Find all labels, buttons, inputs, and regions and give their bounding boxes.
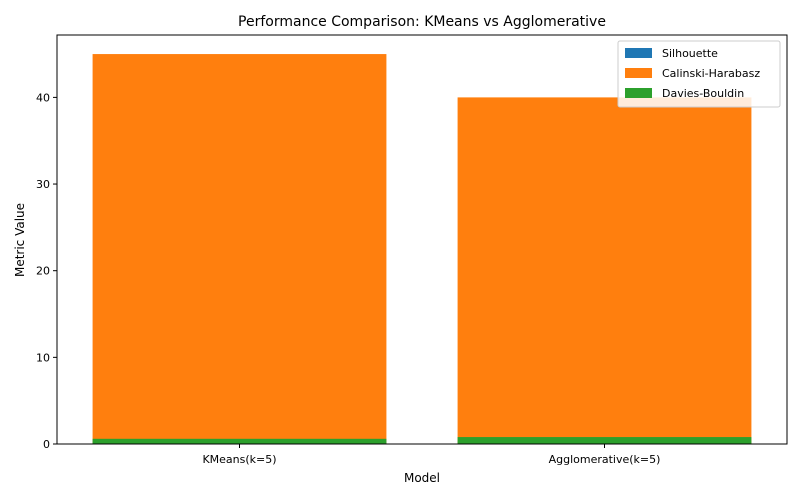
x-axis-label: Model bbox=[404, 471, 440, 485]
bar-davies-bouldin-1 bbox=[458, 437, 752, 444]
y-tick-label: 40 bbox=[36, 91, 50, 104]
bar-calinski-harabasz-1 bbox=[458, 97, 752, 444]
legend-label-calinski-harabasz: Calinski-Harabasz bbox=[662, 67, 760, 80]
legend-label-silhouette: Silhouette bbox=[662, 47, 718, 60]
y-tick-label: 0 bbox=[43, 438, 50, 451]
x-tick-label: KMeans(k=5) bbox=[202, 453, 276, 466]
x-axis: KMeans(k=5) Agglomerative(k=5) bbox=[202, 444, 660, 466]
legend-swatch-davies-bouldin bbox=[625, 88, 652, 98]
bars bbox=[93, 54, 752, 444]
y-tick-label: 10 bbox=[36, 351, 50, 364]
x-tick-label: Agglomerative(k=5) bbox=[549, 453, 661, 466]
bar-davies-bouldin-0 bbox=[93, 439, 387, 444]
legend-swatch-silhouette bbox=[625, 48, 652, 58]
y-axis: 0 10 20 30 40 bbox=[36, 91, 57, 451]
legend: Silhouette Calinski-Harabasz Davies-Bouldi… bbox=[618, 41, 780, 107]
legend-swatch-calinski-harabasz bbox=[625, 68, 652, 78]
y-tick-label: 30 bbox=[36, 178, 50, 191]
y-tick-label: 20 bbox=[36, 265, 50, 278]
bar-calinski-harabasz-0 bbox=[93, 54, 387, 444]
legend-label-davies-bouldin: Davies-Bouldin bbox=[662, 87, 744, 100]
chart-title: Performance Comparison: KMeans vs Agglom… bbox=[238, 14, 606, 30]
y-axis-label: Metric Value bbox=[13, 203, 27, 277]
